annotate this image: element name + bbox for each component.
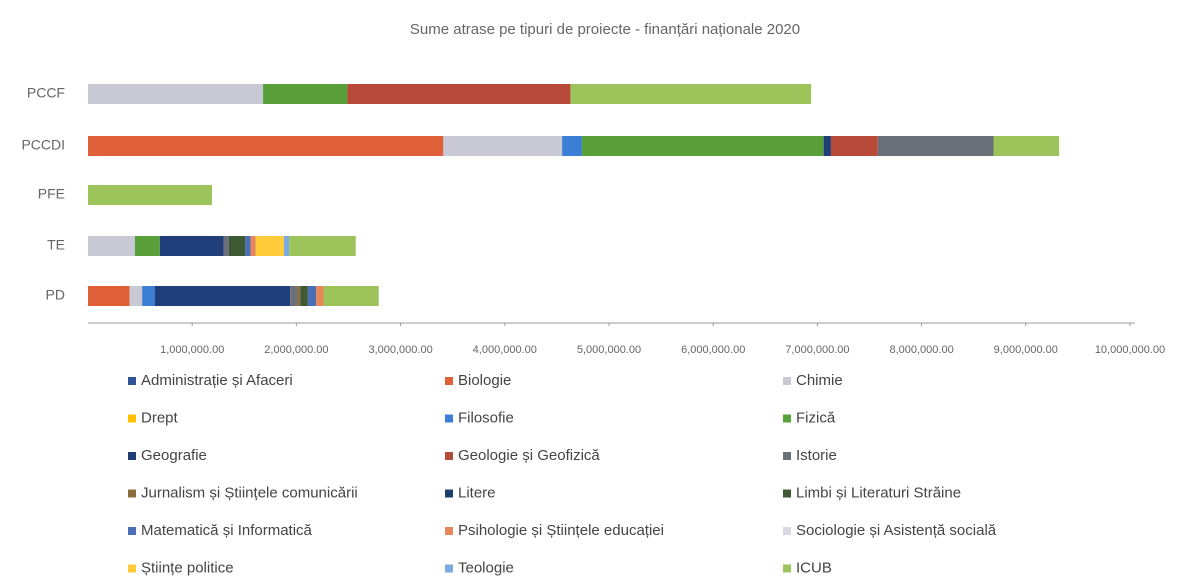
legend-swatch [128,414,136,423]
chart-title: Sume atrase pe tipuri de proiecte - fina… [410,21,800,38]
bar-segment [877,136,994,156]
legend-label: Geografie [141,447,207,464]
bar-segment [443,136,563,156]
legend-label: Limbi și Literaturi Străine [796,484,961,501]
x-tick-label: 9,000,000.00 [994,344,1058,356]
legend-swatch [445,527,453,535]
legend-label: Drept [141,409,179,426]
x-tick-label: 2,000,000.00 [264,344,328,356]
legend-label: Fizică [796,409,836,426]
bar-segment [142,286,155,306]
bar-segment [347,84,571,104]
legend-label: Psihologie și Științele educației [458,522,664,539]
legend-label: Științe politice [141,559,234,576]
x-tick-label: 7,000,000.00 [785,344,849,356]
bar-segment [316,286,324,306]
legend-swatch [128,377,136,385]
bar-segment [289,236,356,256]
legend-swatch [783,527,791,535]
legend-label: Chimie [796,372,843,389]
bar-segment [250,236,256,256]
legend-label: Matematică și Informatică [141,522,313,539]
bar-segment [154,286,291,306]
bar-segment [88,84,264,104]
legend-swatch [445,452,453,460]
bar-segment [323,286,379,306]
legend-label: Teologie [458,559,514,576]
legend-label: Filosofie [458,409,514,426]
x-tick-label: 6,000,000.00 [681,344,745,356]
bar-segment [300,286,308,306]
bar-segment [993,136,1060,156]
legend-label: Sociologie și Asistență socială [796,522,997,539]
category-label: TE [47,237,65,253]
bar-segment [88,136,444,156]
bar-segment [562,136,582,156]
bar-segment [129,286,143,306]
x-tick-label: 10,000,000.00 [1095,344,1165,356]
category-label: PFE [38,186,65,202]
category-label: PCCF [27,85,65,101]
bar-segment [581,136,824,156]
bar-segment [823,136,831,156]
x-tick-label: 8,000,000.00 [889,344,953,356]
legend-swatch [783,414,791,423]
legend-label: Litere [458,484,496,501]
legend-label: Administrație și Afaceri [141,372,293,389]
bar-segment [297,286,301,306]
legend-swatch [783,564,791,573]
legend-swatch [445,564,453,573]
bar-segment [283,236,290,256]
legend-swatch [128,452,136,460]
x-tick-label: 1,000,000.00 [160,344,224,356]
bar-segment [223,236,229,256]
bar-segment [159,236,224,256]
legend-swatch [783,489,791,498]
bar-segment [88,286,130,306]
bar-segment [570,84,812,104]
bar-segment [88,185,212,205]
bar-segment [290,286,298,306]
legend-swatch [445,489,453,498]
legend-swatch [783,452,791,460]
legend-label: Geologie și Geofizică [458,447,600,464]
bar-segment [307,286,317,306]
bar-segment [263,84,348,104]
x-tick-label: 4,000,000.00 [473,344,537,356]
bar-segment [245,236,251,256]
bar-segment [134,236,160,256]
category-label: PD [46,287,65,303]
legend-swatch [783,377,791,385]
legend-label: Istorie [796,447,837,464]
legend-label: ICUB [796,559,832,576]
legend-label: Jurnalism și Științele comunicării [141,484,358,501]
x-tick-label: 3,000,000.00 [368,344,432,356]
legend-swatch [445,414,453,423]
category-label: PCCDI [21,137,65,153]
legend-swatch [445,377,453,385]
x-tick-label: 5,000,000.00 [577,344,641,356]
bar-segment [255,236,284,256]
legend-swatch [128,489,136,498]
legend-swatch [128,564,136,573]
bar-segment [830,136,878,156]
legend-swatch [128,527,136,535]
bar-segment [88,236,135,256]
bar-segment [228,236,246,256]
legend-label: Biologie [458,372,511,389]
